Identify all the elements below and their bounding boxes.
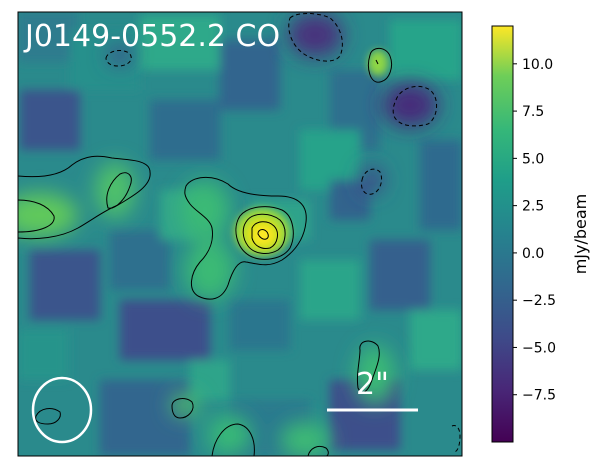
colorbar-tick-label: −5.0 (522, 340, 556, 356)
scale-bar-label: 2" (356, 367, 389, 402)
colorbar-tick-label: −7.5 (522, 388, 556, 404)
positive-contours (18, 47, 393, 456)
map-frame (17, 11, 463, 457)
colorbar-ticks: 10.0 7.5 5.0 2.5 0.0 −2.5 −5.0 −7.5 (513, 57, 556, 404)
intensity-map (18, 12, 462, 456)
colorbar-gradient (491, 25, 514, 443)
colorbar-tick-label: −2.5 (522, 293, 556, 309)
colorbar-tick-label: 5.0 (522, 151, 544, 167)
beam-ellipse (31, 376, 93, 444)
colorbar-tick-label: 0.0 (522, 246, 544, 262)
colorbar-tick-label: 2.5 (522, 199, 544, 215)
colorbar: 10.0 7.5 5.0 2.5 0.0 −2.5 −5.0 −7.5 mJy/beam (491, 25, 590, 443)
negative-contours (105, 13, 461, 453)
colorbar-tick-label: 10.0 (522, 57, 553, 73)
colorbar-tick-label: 7.5 (522, 104, 544, 120)
map-title: J0149-0552.2 CO (23, 19, 280, 54)
colorbar-label: mJy/beam (571, 194, 590, 275)
